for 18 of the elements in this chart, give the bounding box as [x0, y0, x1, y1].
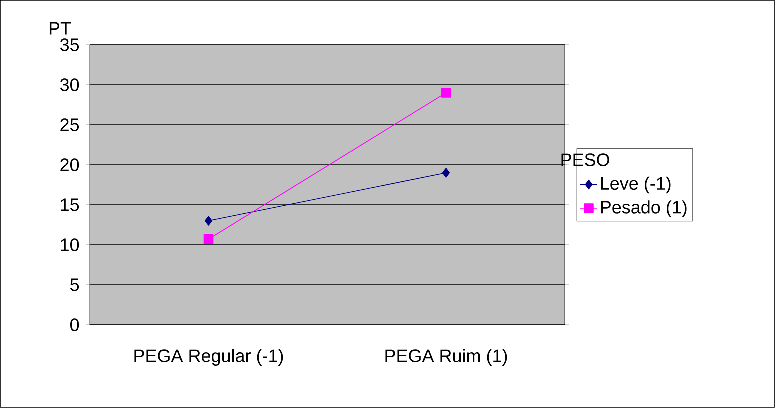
legend-label: Pesado (1) [601, 200, 687, 218]
y-axis-title: PT [50, 22, 72, 35]
legend-label: Leve (-1) [601, 176, 671, 194]
y-tick-label: 10 [61, 238, 80, 252]
x-tick-label: PEGA Ruim (1) [386, 349, 508, 366]
y-tick-label: 30 [60, 78, 80, 92]
legend-title: PESO [562, 154, 610, 166]
y-tick-label: 25 [60, 118, 80, 132]
point [204, 216, 213, 226]
x-tick-label: PEGA Regular (-1) [134, 349, 284, 366]
point [441, 88, 452, 98]
point [442, 168, 450, 178]
point [204, 234, 214, 244]
y-tick-label: 15 [61, 198, 80, 212]
y-tick-label: 20 [60, 158, 80, 172]
y-tick-label: 35 [60, 38, 80, 52]
y-tick-label: 0 [70, 318, 80, 332]
y-tick-label: 5 [70, 278, 80, 292]
